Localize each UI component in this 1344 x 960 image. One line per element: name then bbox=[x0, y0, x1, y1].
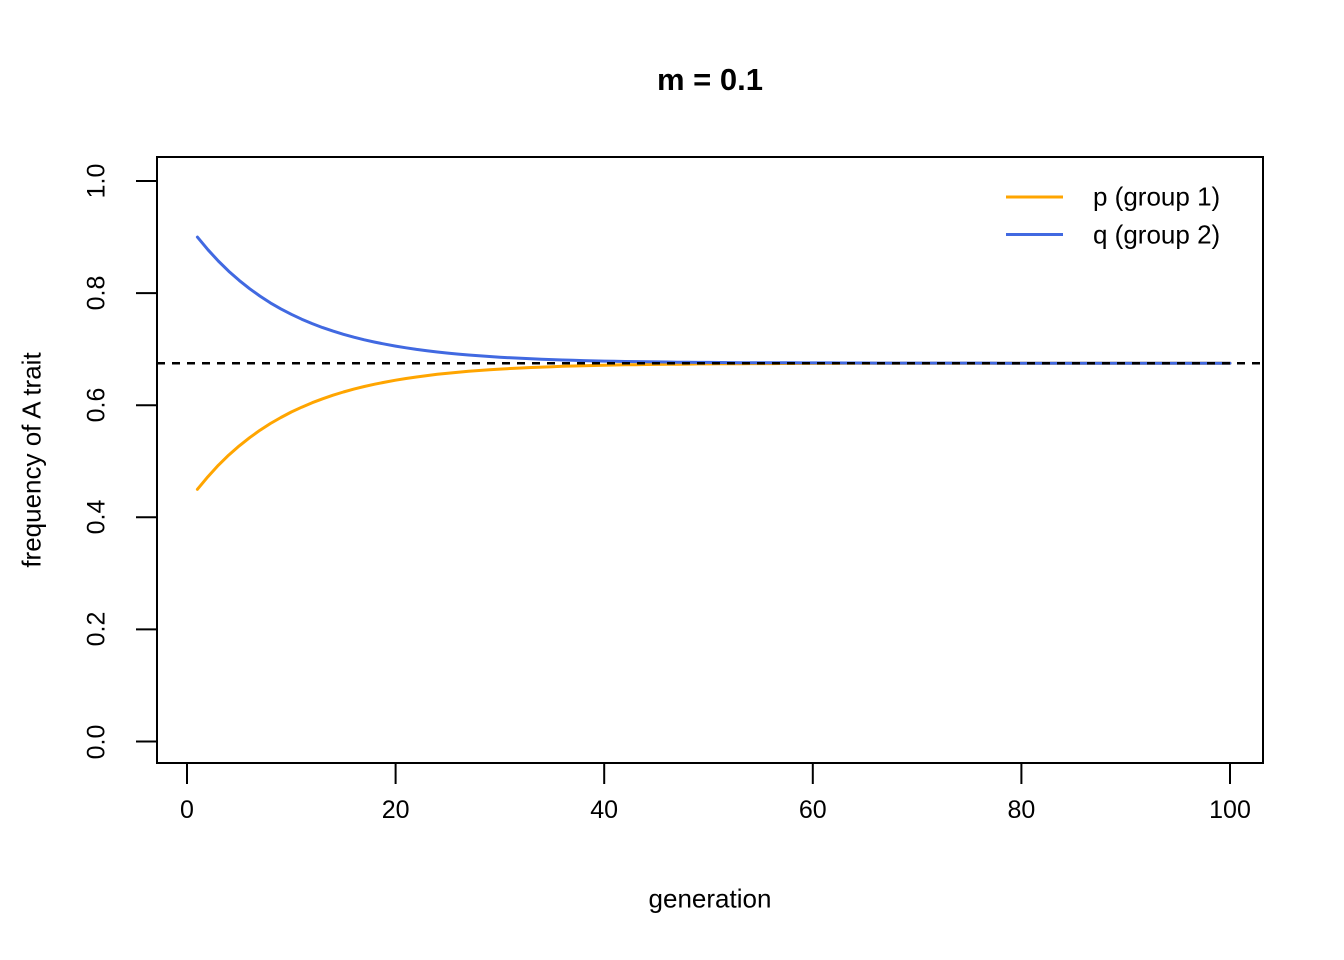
curve-p bbox=[195, 361, 1232, 491]
y-tick-label-0.2: 0.2 bbox=[82, 612, 111, 647]
x-tick-label-100: 100 bbox=[1209, 796, 1251, 824]
y-tick-label-0.0: 0.0 bbox=[82, 724, 111, 759]
x-tick-label-40: 40 bbox=[590, 796, 619, 824]
plot-box bbox=[156, 156, 1264, 764]
y-axis-ticks bbox=[136, 180, 157, 743]
x-tick-label-20: 20 bbox=[381, 796, 410, 824]
legend-label-p: p (group 1) bbox=[1093, 181, 1221, 212]
x-tick-label-60: 60 bbox=[798, 796, 827, 824]
y-axis-title: frequency of A trait bbox=[16, 352, 47, 568]
curve-q bbox=[195, 235, 1232, 365]
legend-label-q: q (group 2) bbox=[1093, 219, 1221, 249]
y-tick-label-0.8: 0.8 bbox=[82, 275, 111, 311]
y-tick-label-0.4: 0.4 bbox=[82, 499, 111, 535]
x-tick-label-0: 0 bbox=[180, 796, 194, 824]
x-axis-ticks bbox=[186, 763, 1231, 784]
plot-title: m = 0.1 bbox=[657, 62, 763, 97]
y-tick-label-1.0: 1.0 bbox=[82, 163, 111, 199]
y-tick-label-0.6: 0.6 bbox=[82, 387, 111, 423]
x-axis-title: generation bbox=[648, 883, 772, 914]
x-tick-label-80: 80 bbox=[1007, 796, 1036, 824]
